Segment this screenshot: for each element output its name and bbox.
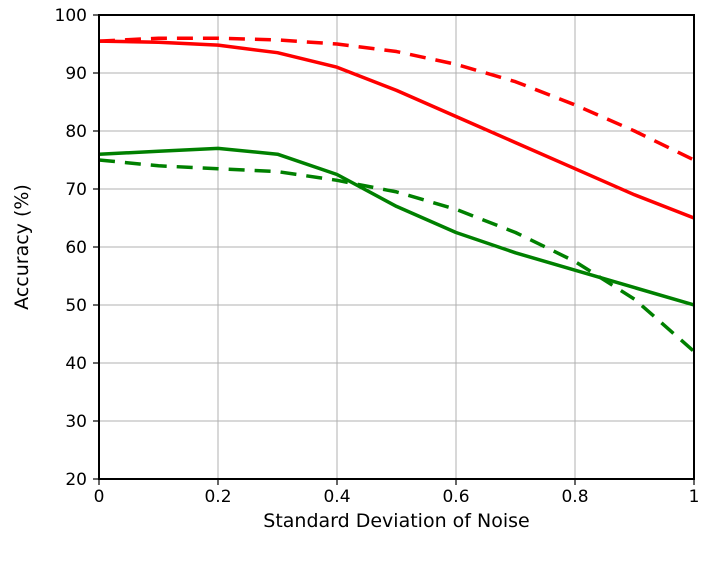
x-tick-label: 0.8 bbox=[561, 487, 588, 507]
y-axis-label: Accuracy (%) bbox=[11, 184, 33, 310]
x-tick-label: 0.4 bbox=[323, 487, 350, 507]
y-tick-label: 80 bbox=[65, 122, 87, 142]
chart-svg: 0 0.2 0.4 0.6 0.8 1 20 30 40 50 60 70 80 90 100 Standar… bbox=[0, 0, 720, 570]
y-tick-label: 30 bbox=[65, 412, 87, 432]
y-tick-label: 60 bbox=[65, 238, 87, 258]
x-tick-label: 0.6 bbox=[442, 487, 469, 507]
line-chart: 0 0.2 0.4 0.6 0.8 1 20 30 40 50 60 70 80 90 100 Standar… bbox=[0, 0, 720, 570]
y-tick-label: 100 bbox=[55, 6, 87, 26]
y-tick-label: 70 bbox=[65, 180, 87, 200]
y-tick-label: 40 bbox=[65, 354, 87, 374]
y-tick-label: 90 bbox=[65, 64, 87, 84]
x-axis-label: Standard Deviation of Noise bbox=[263, 510, 529, 532]
x-tick-label: 0.2 bbox=[204, 487, 231, 507]
y-tick-label: 50 bbox=[65, 296, 87, 316]
y-tick-label: 20 bbox=[65, 470, 87, 490]
x-tick-label: 1 bbox=[689, 487, 700, 507]
x-tick-label: 0 bbox=[94, 487, 105, 507]
